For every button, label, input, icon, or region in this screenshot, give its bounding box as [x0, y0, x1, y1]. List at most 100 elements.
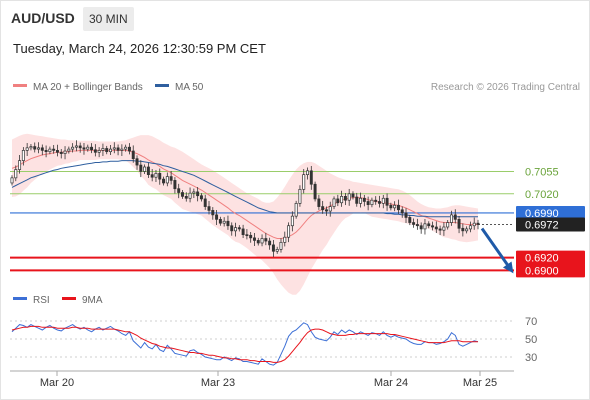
legend-rsi-ma-swatch	[62, 297, 76, 300]
candle-body	[374, 199, 378, 202]
candle-body	[192, 191, 196, 194]
support-1-label: 0.6920	[525, 253, 559, 265]
candle-body	[63, 150, 67, 154]
current-price-label: 0.6972	[525, 219, 559, 231]
x-tick-label: Mar 25	[463, 377, 497, 389]
candle-body	[131, 150, 135, 160]
candle-body	[237, 227, 241, 230]
rsi-layer: 70 50 30	[10, 316, 537, 366]
candle-body	[203, 198, 207, 207]
datetime-label: Tuesday, March 24, 2026 12:30:59 PM CET	[13, 41, 266, 56]
candle-body	[207, 206, 211, 211]
candle-body	[287, 225, 291, 238]
candle-body	[37, 147, 40, 150]
candle-body	[385, 197, 389, 206]
candle-body	[298, 188, 302, 204]
x-tick-label: Mar 24	[374, 377, 408, 389]
candle-body	[453, 214, 457, 220]
rsi-line	[11, 322, 479, 366]
legend-ma20-swatch	[13, 84, 27, 87]
support-2-label-box	[516, 263, 585, 278]
candle-body	[472, 222, 476, 227]
ma50-line	[11, 160, 478, 218]
candle-body	[393, 204, 397, 209]
candle-body	[442, 226, 446, 231]
candle-body	[74, 145, 78, 148]
candle-body	[271, 244, 275, 252]
candle-body	[48, 148, 52, 153]
legend-ma50-label: MA 50	[175, 82, 204, 93]
candle-body	[434, 226, 438, 230]
candle-body	[260, 238, 264, 244]
candle-body	[177, 188, 181, 193]
candle-body	[44, 150, 48, 153]
candle-body	[127, 146, 131, 152]
candle-body	[450, 214, 453, 223]
forecast-arrow-shaft	[480, 227, 512, 270]
candle-body	[146, 166, 150, 176]
candle-body	[67, 148, 71, 152]
candle-body	[40, 147, 44, 151]
copyright-text: Research © 2026 Trading Central	[431, 82, 580, 93]
resistance-1-label: 0.7020	[525, 189, 559, 201]
candle-body	[370, 199, 374, 206]
rsi-ma-line	[11, 325, 478, 363]
candle-body	[252, 237, 256, 241]
legend-ma20-label: MA 20 + Bollinger Bands	[33, 82, 143, 93]
candle-body	[336, 198, 340, 204]
candle-body	[116, 147, 120, 151]
moving-averages-layer	[11, 149, 478, 239]
candle-body	[408, 217, 412, 223]
candle-body	[25, 147, 29, 151]
candle-body	[419, 225, 423, 230]
candle-body	[359, 197, 363, 204]
candle-body	[90, 146, 94, 151]
candle-body	[101, 148, 105, 151]
forecast-arrow-head	[502, 261, 514, 274]
candle-body	[268, 240, 272, 246]
candle-body	[465, 228, 469, 232]
candle-body	[362, 197, 366, 202]
candle-body	[279, 241, 283, 250]
candle-body	[366, 201, 370, 206]
candle-body	[184, 196, 188, 199]
timeframe-button[interactable]: 30 MIN	[83, 7, 134, 31]
candle-body	[423, 223, 427, 230]
x-axis-ticks: Mar 20 Mar 23 Mar 24 Mar 25	[40, 371, 497, 389]
candle-body	[343, 196, 347, 201]
candle-body	[181, 192, 184, 197]
candle-body	[396, 204, 400, 211]
pivot-label: 0.6990	[525, 208, 559, 220]
candle-body	[290, 215, 294, 227]
bollinger-layer	[12, 133, 478, 295]
pivot-label-box	[516, 205, 585, 220]
x-tick-label: Mar 23	[201, 377, 235, 389]
forecast-layer	[480, 227, 514, 274]
candle-body	[340, 196, 344, 204]
candle-body	[245, 234, 249, 237]
candle-body	[306, 170, 309, 176]
legend-rsi-ma-label: 9MA	[82, 295, 103, 306]
bollinger-band-area	[12, 133, 478, 295]
candle-body	[124, 146, 128, 150]
candle-body	[256, 240, 260, 244]
symbol-title: AUD/USD	[11, 10, 75, 26]
candle-body	[468, 225, 472, 230]
candle-body	[438, 228, 442, 231]
candle-body	[332, 198, 336, 207]
candle-body	[150, 174, 154, 178]
candle-body	[218, 218, 222, 224]
candle-body	[21, 150, 25, 161]
candle-body	[355, 196, 359, 204]
candle-body	[404, 212, 408, 218]
candle-body	[222, 220, 226, 224]
candle-body	[71, 146, 75, 150]
candle-body	[55, 150, 59, 153]
candle-body	[324, 209, 328, 212]
candle-body	[309, 170, 313, 185]
resistance-2-label: 0.7055	[525, 166, 559, 178]
candle-body	[199, 195, 203, 200]
candle-body	[165, 176, 169, 184]
levels-layer	[10, 170, 514, 272]
candle-body	[476, 222, 480, 225]
